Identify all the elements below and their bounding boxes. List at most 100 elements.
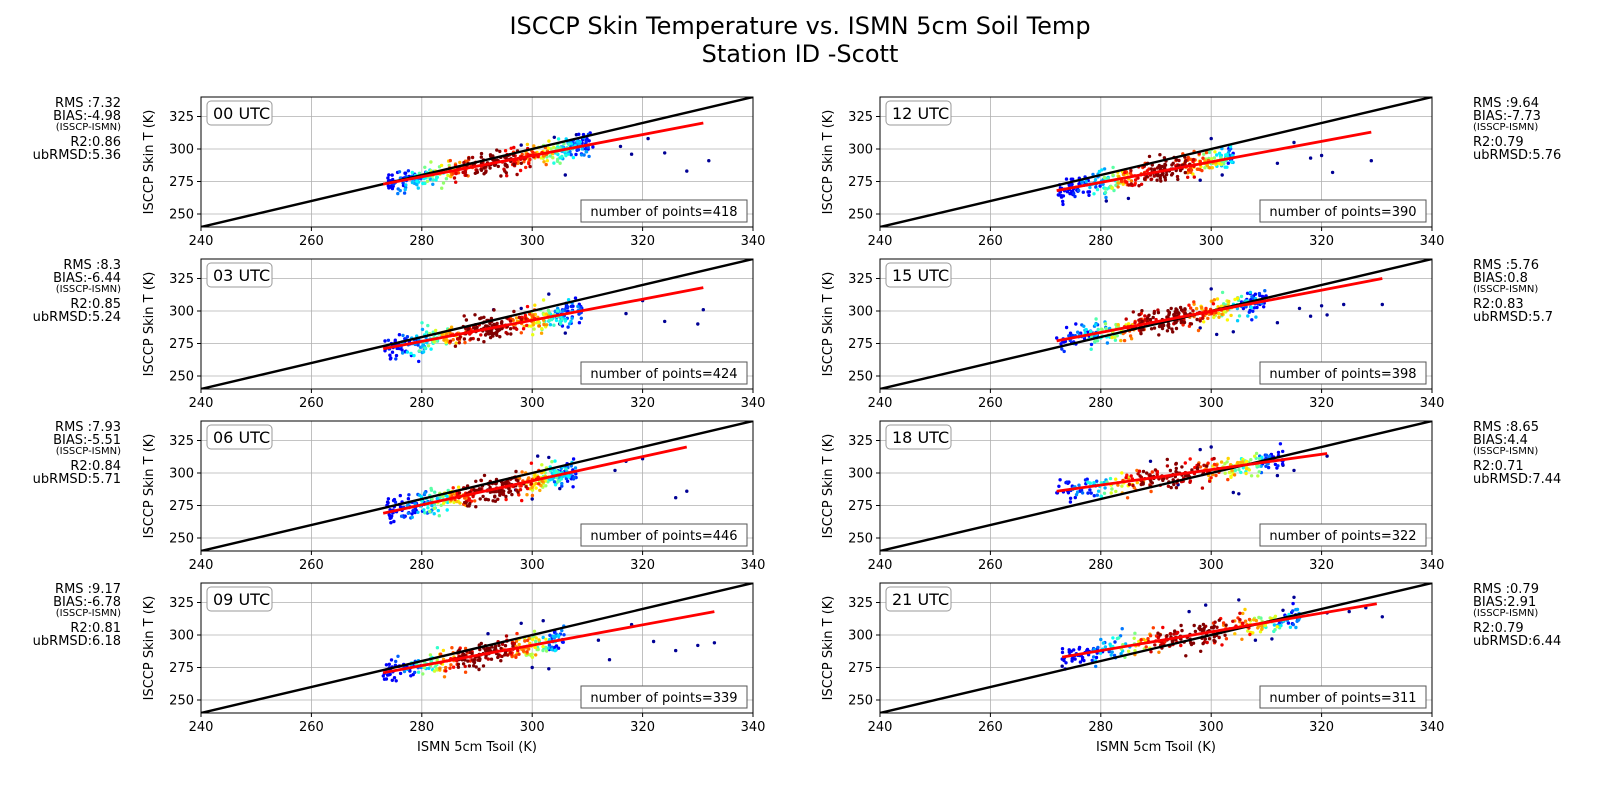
panel-12-utc: 240 260 280 300 320 340 250 275 300 325 ISCCP Skin…	[821, 96, 1561, 249]
data-point	[1116, 181, 1121, 185]
data-point	[1209, 136, 1213, 141]
data-point	[1122, 338, 1127, 343]
y-tick-label: 300	[848, 467, 873, 482]
data-point	[584, 140, 588, 144]
data-point	[1113, 335, 1117, 340]
data-point	[1109, 653, 1113, 657]
x-tick-label: 340	[1420, 720, 1445, 735]
stat-rms: RMS :8.3	[63, 258, 121, 273]
data-point	[389, 658, 394, 662]
utc-label-box	[206, 424, 273, 450]
data-point	[1173, 321, 1178, 325]
axes-frame	[200, 582, 754, 714]
data-point	[1149, 650, 1153, 654]
plot-area	[880, 97, 1432, 227]
data-point	[462, 314, 466, 318]
data-point	[1106, 176, 1110, 181]
y-tick-label: 325	[848, 110, 873, 125]
data-point	[423, 511, 427, 515]
data-point	[565, 305, 570, 309]
data-point	[1200, 486, 1205, 490]
data-point	[1158, 173, 1163, 178]
data-point	[1191, 157, 1196, 162]
data-point	[505, 174, 509, 178]
y-axis-label: ISCCP Skin T (K)	[821, 110, 836, 215]
data-point	[423, 165, 427, 169]
data-point	[1057, 484, 1061, 488]
data-point	[1192, 300, 1196, 304]
data-point	[1082, 658, 1086, 663]
data-point	[554, 634, 558, 639]
data-point	[1086, 190, 1090, 194]
data-point	[546, 480, 550, 484]
data-point	[519, 331, 523, 335]
axes-frame	[200, 96, 754, 228]
data-point	[569, 142, 574, 146]
data-point	[495, 148, 499, 152]
data-point	[1151, 626, 1156, 630]
data-point	[1270, 637, 1274, 641]
data-point	[1251, 309, 1255, 313]
data-point	[1183, 461, 1188, 465]
stat-rms: RMS :7.93	[55, 420, 121, 435]
data-point	[556, 157, 560, 161]
data-point	[1243, 619, 1248, 623]
data-point	[584, 147, 588, 151]
data-point	[429, 347, 433, 351]
data-point	[1099, 637, 1103, 642]
data-point	[1108, 476, 1113, 481]
data-point	[504, 497, 508, 502]
data-point	[1141, 469, 1146, 474]
one-to-one-line	[201, 97, 753, 227]
data-point	[531, 323, 535, 327]
data-point	[435, 658, 439, 662]
data-point	[394, 679, 398, 683]
data-point	[530, 485, 534, 490]
data-point	[519, 161, 523, 165]
n-points-text: number of points=398	[1269, 367, 1416, 382]
data-point	[1202, 152, 1206, 156]
data-point	[1268, 454, 1272, 458]
data-point	[1090, 658, 1094, 663]
data-point	[1256, 626, 1260, 630]
data-point	[1205, 464, 1209, 468]
data-point	[544, 162, 548, 167]
data-point	[500, 642, 505, 646]
data-point	[1233, 297, 1237, 302]
data-point	[548, 478, 552, 482]
data-point	[1216, 311, 1221, 316]
x-tick-label: 300	[1199, 234, 1224, 249]
data-point	[547, 292, 551, 296]
data-point	[394, 357, 398, 361]
data-point	[421, 350, 426, 354]
data-point	[1174, 461, 1179, 466]
data-point	[560, 628, 564, 633]
x-tick-label: 240	[868, 234, 893, 249]
data-point	[1325, 313, 1329, 317]
data-point	[1256, 474, 1260, 478]
data-point	[1112, 188, 1116, 193]
data-point	[1161, 171, 1165, 176]
data-point	[1155, 472, 1159, 477]
y-tick-label: 300	[848, 629, 873, 644]
x-tick-label: 260	[299, 720, 324, 735]
panels: 240 260 280 300 320 340 250 275 300 325 ISCCP Skin…	[33, 96, 1562, 755]
data-point	[523, 313, 528, 318]
x-tick-label: 260	[978, 234, 1003, 249]
data-point	[1227, 299, 1231, 304]
x-tick-label: 340	[1420, 558, 1445, 573]
data-point	[523, 639, 527, 643]
data-point	[1088, 185, 1092, 190]
data-point	[482, 172, 486, 176]
x-tick-label: 320	[630, 558, 655, 573]
x-tick-label: 260	[978, 396, 1003, 411]
data-point	[512, 162, 516, 167]
data-point	[527, 161, 531, 166]
data-point	[521, 327, 526, 331]
data-point	[505, 332, 510, 336]
data-point	[1198, 628, 1203, 632]
y-axis-label: ISCCP Skin T (K)	[821, 596, 836, 701]
data-point	[445, 508, 449, 512]
data-point	[1104, 199, 1109, 203]
panel-21-utc: 240 260 280 300 320 340 250 275 300 325 ISCCP Skin…	[821, 582, 1561, 755]
